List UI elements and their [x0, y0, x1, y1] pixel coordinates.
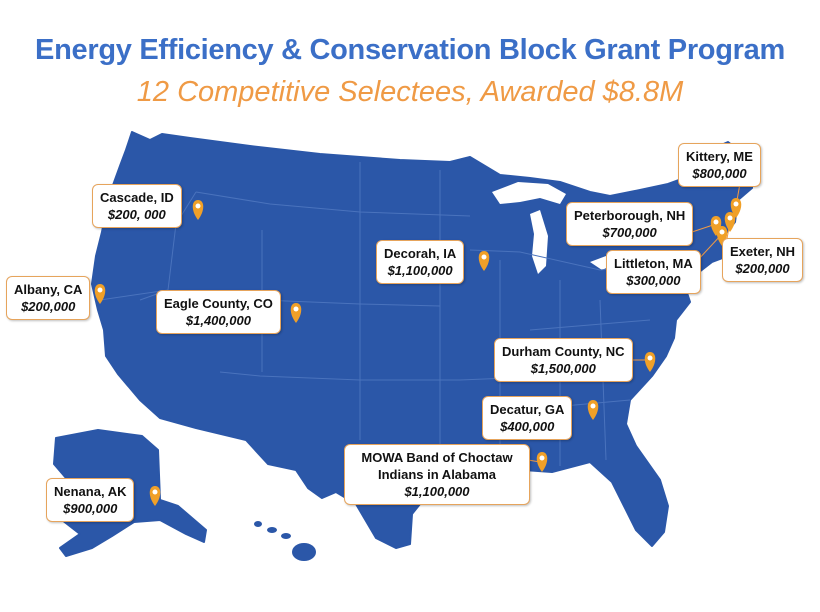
callout-amount: $1,100,000	[387, 263, 453, 278]
callout-amount: $1,500,000	[530, 361, 596, 376]
callout-name: Eagle County, CO	[164, 296, 273, 311]
map-pin-icon[interactable]	[149, 486, 161, 506]
map-pin-icon[interactable]	[192, 200, 204, 220]
callout-amount: $900,000	[63, 501, 118, 516]
callout-name: Kittery, ME	[686, 149, 753, 164]
callout-amount: $800,000	[692, 166, 747, 181]
callout-exeter-nh[interactable]: Exeter, NH $200,000	[722, 238, 804, 282]
callout-decorah-ia[interactable]: Decorah, IA $1,100,000	[376, 240, 465, 284]
map-pin-icon[interactable]	[587, 400, 599, 420]
callout-eagle-county-co[interactable]: Eagle County, CO $1,400,000	[156, 290, 281, 334]
map-pin-icon[interactable]	[724, 212, 736, 232]
callout-peterborough-nh[interactable]: Peterborough, NH $700,000	[566, 202, 694, 246]
callout-durham-county-nc[interactable]: Durham County, NC $1,500,000	[494, 338, 633, 382]
callout-amount: $700,000	[602, 225, 657, 240]
map-pin-icon[interactable]	[644, 352, 656, 372]
callout-name: Exeter, NH	[730, 244, 796, 259]
callout-albany-ca[interactable]: Albany, CA $200,000	[6, 276, 91, 320]
map-pin-icon[interactable]	[478, 251, 490, 271]
callout-amount: $400,000	[500, 419, 555, 434]
callout-name: Peterborough, NH	[574, 208, 686, 223]
map-pin-icon[interactable]	[290, 303, 302, 323]
callout-nenana-ak[interactable]: Nenana, AK $900,000	[46, 478, 135, 522]
lake-superior	[492, 182, 566, 204]
page-title: Energy Efficiency & Conservation Block G…	[35, 34, 785, 66]
map-pin-icon[interactable]	[94, 284, 106, 304]
map-pin-icon[interactable]	[536, 452, 548, 472]
callout-amount: $200, 000	[107, 207, 166, 222]
callout-decatur-ga[interactable]: Decatur, GA $400,000	[482, 396, 573, 440]
callout-amount: $300,000	[626, 273, 681, 288]
page-subtitle: 12 Competitive Selectees, Awarded $8.8M	[136, 76, 684, 108]
callout-mowa-band-al[interactable]: MOWA Band of Choctaw Indians in Alabama …	[344, 444, 530, 505]
callout-littleton-ma[interactable]: Littleton, MA $300,000	[606, 250, 701, 294]
callout-amount: $1,100,000	[404, 484, 470, 499]
callout-name: Cascade, ID	[100, 190, 174, 205]
callout-name: Decorah, IA	[384, 246, 457, 261]
callout-kittery-me[interactable]: Kittery, ME $800,000	[678, 143, 761, 187]
callout-name: MOWA Band of Choctaw Indians in Alabama	[361, 450, 513, 482]
callout-amount: $200,000	[735, 261, 790, 276]
callout-name: Nenana, AK	[54, 484, 127, 499]
lake-michigan	[530, 210, 548, 274]
callout-name: Decatur, GA	[490, 402, 565, 417]
hawaii-islands	[254, 521, 316, 561]
callout-amount: $1,400,000	[185, 313, 251, 328]
callout-name: Albany, CA	[14, 282, 83, 297]
map-pin-icon[interactable]	[730, 198, 742, 218]
callout-amount: $200,000	[21, 299, 76, 314]
callout-cascade-id[interactable]: Cascade, ID $200, 000	[92, 184, 182, 228]
callout-name: Littleton, MA	[614, 256, 693, 271]
callout-name: Durham County, NC	[502, 344, 625, 359]
